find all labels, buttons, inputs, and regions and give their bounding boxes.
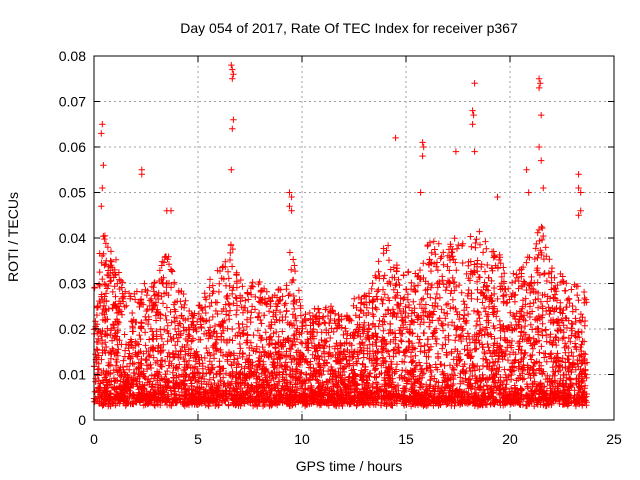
y-tick-label: 0.05 [59, 185, 86, 201]
y-tick-label: 0 [78, 412, 86, 428]
axis-ticks: 0 0.01 0.02 0.03 0.04 0.05 0.06 0.07 0.08 0 5 10 15 2… [59, 48, 622, 447]
x-tick-label: 15 [398, 431, 414, 447]
y-tick-label: 0.08 [59, 48, 86, 64]
y-tick-label: 0.03 [59, 276, 86, 292]
x-axis-label: GPS time / hours [296, 458, 403, 474]
data-points [90, 61, 591, 410]
y-tick-label: 0.07 [59, 94, 86, 110]
roti-data-markers [90, 61, 591, 410]
y-tick-label: 0.06 [59, 139, 86, 155]
y-tick-label: 0.01 [59, 367, 86, 383]
x-tick-label: 5 [194, 431, 202, 447]
x-tick-label: 20 [502, 431, 518, 447]
y-tick-label: 0.02 [59, 321, 86, 337]
y-axis-label: ROTI / TECUs [5, 192, 21, 282]
x-tick-label: 0 [90, 431, 98, 447]
x-tick-label: 25 [606, 431, 622, 447]
chart-title: Day 054 of 2017, Rate Of TEC Index for r… [180, 20, 518, 36]
x-tick-label: 10 [294, 431, 310, 447]
y-tick-label: 0.04 [59, 230, 86, 246]
